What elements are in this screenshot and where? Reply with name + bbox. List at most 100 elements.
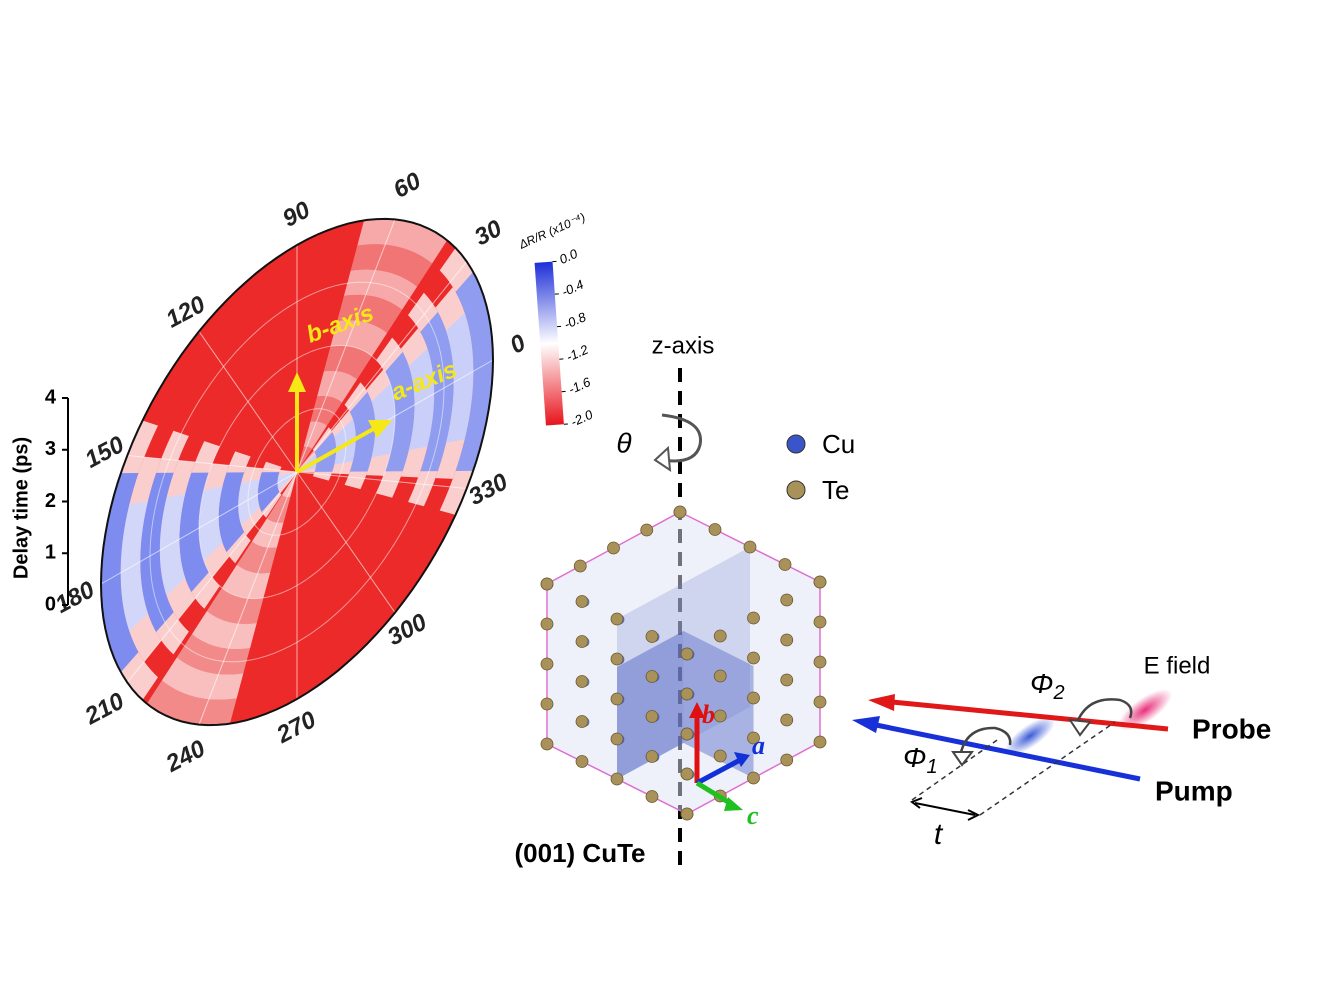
contour-band — [334, 419, 356, 465]
c-label: c — [747, 801, 759, 830]
te-atom — [778, 558, 792, 571]
te-atom — [680, 767, 694, 781]
te-atom — [747, 771, 760, 785]
crystal-face — [617, 631, 684, 779]
colorbar-tick-label: -0.8 — [562, 309, 589, 332]
a-label: a — [752, 731, 765, 760]
delay-axis-title: Delay time (ps) — [10, 437, 32, 579]
colorbar-tick-label: -1.6 — [566, 374, 593, 397]
te-atom — [813, 695, 827, 709]
colorbar: ΔR/R (x10⁻⁴) 0.0 -0.4 -0.8 -1.2 -1.6 -2.0 — [516, 210, 596, 430]
te-atom — [780, 713, 794, 727]
te-atom — [645, 710, 659, 723]
spoke — [198, 331, 298, 473]
contour-band — [446, 313, 474, 443]
probe-beam — [891, 699, 1169, 732]
spoke — [296, 261, 468, 473]
delay-tick-label: 2 — [45, 490, 56, 512]
spoke — [198, 471, 298, 725]
te-atom — [540, 577, 554, 591]
te-atom — [607, 541, 620, 555]
legend-label: Cu — [822, 429, 855, 459]
angle-label: 270 — [272, 706, 321, 749]
legend-label: Te — [822, 475, 849, 505]
contour-band — [303, 421, 328, 449]
te-atom — [540, 737, 554, 751]
colorbar-tick-label: -2.0 — [568, 406, 595, 429]
te-atom — [573, 559, 587, 573]
colorbar-tick-label: -0.4 — [559, 277, 586, 300]
contour-band — [408, 348, 435, 451]
contour-band — [266, 495, 291, 523]
te-atom — [713, 709, 727, 723]
te-atom — [645, 670, 659, 683]
guide-line — [979, 721, 1116, 816]
te-atom — [575, 715, 589, 728]
phi1-symbol: Φ — [903, 742, 926, 773]
te-atom — [680, 807, 694, 821]
pump-beam — [875, 722, 1141, 782]
legend: Cu Te — [786, 429, 855, 505]
contour-band — [455, 271, 493, 471]
te-atom — [713, 629, 727, 643]
delay-tick-label: 4 — [45, 386, 57, 408]
crystal-face — [683, 631, 754, 778]
a-axis-head — [368, 420, 392, 438]
phi1-arrow — [958, 726, 1012, 758]
contour-band — [314, 431, 337, 472]
te-atom — [780, 593, 794, 607]
contour-band — [199, 486, 223, 561]
spoke — [296, 219, 396, 473]
te-atom — [610, 652, 624, 666]
te-atom — [780, 673, 794, 687]
spoke — [100, 471, 298, 585]
te-atom — [610, 692, 624, 706]
te-atom — [680, 727, 694, 741]
contour-band — [101, 473, 139, 673]
te-atom — [645, 750, 659, 763]
angle-label: 30 — [470, 215, 507, 252]
te-atom — [575, 595, 589, 608]
te-atom — [645, 790, 659, 803]
te-atom — [540, 617, 554, 631]
b-arrowhead — [689, 702, 705, 718]
pump-label: Pump — [1155, 775, 1233, 806]
colorbar-title: ΔR/R (x10⁻⁴) — [516, 210, 587, 252]
contour-band — [146, 680, 237, 726]
te-atom — [575, 675, 589, 688]
te-atom — [610, 612, 624, 626]
contour-band — [343, 269, 418, 310]
c-arrowhead — [724, 797, 743, 811]
angle-label: 240 — [161, 735, 210, 778]
contour-band — [120, 501, 148, 631]
delay-arrowheads — [909, 797, 981, 821]
a-arrow — [695, 757, 742, 786]
phi1-label: Φ1 — [903, 742, 938, 778]
te-atom — [645, 630, 659, 643]
colorbar-tick-label: 0.0 — [557, 246, 580, 267]
spoke — [127, 454, 298, 473]
phi2-label: Φ2 — [1030, 668, 1065, 704]
delay-label: t — [934, 818, 944, 851]
contour-band — [350, 244, 433, 287]
phi1-subscript: 1 — [926, 756, 937, 778]
te-atom — [640, 523, 654, 537]
angle-label: 60 — [389, 167, 426, 204]
contour-band — [218, 472, 245, 553]
contour-band — [330, 320, 388, 357]
te-atom — [813, 735, 827, 749]
pump-pulse — [1004, 716, 1056, 756]
contour-band — [191, 611, 257, 650]
e-field-label: E field — [1144, 652, 1211, 679]
te-atom — [540, 697, 554, 711]
angle-label: 180 — [51, 576, 100, 619]
delay-tick-label: 3 — [45, 438, 56, 460]
spoke — [296, 471, 396, 613]
te-atom — [813, 575, 827, 589]
te-atom — [713, 669, 727, 683]
contour-band — [179, 472, 209, 593]
te-atom — [813, 615, 827, 629]
phi2-arrowhead — [1067, 718, 1092, 737]
angle-label: 210 — [80, 687, 129, 730]
